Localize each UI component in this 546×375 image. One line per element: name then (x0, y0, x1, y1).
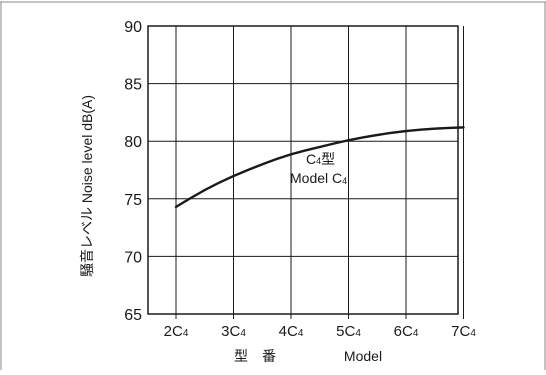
y-axis-label: 騒音レベル Noise level dB(A) (79, 95, 95, 277)
plot-frame (147, 25, 459, 315)
x-axis-label-en: Model (344, 348, 382, 364)
x-tick-label: 3C4 (221, 323, 246, 340)
x-tick-label: 6C4 (394, 323, 419, 340)
grid (148, 25, 464, 315)
curve-annotation-line2: Model C4 (290, 170, 347, 186)
x-tick-label: 4C4 (279, 323, 304, 340)
y-tick-label: 65 (124, 307, 142, 324)
series-layer (174, 126, 465, 209)
x-axis-label-jp: 型 番 (234, 348, 276, 364)
x-tick-label: 2C4 (164, 323, 189, 340)
x-tick-label: 7C4 (451, 323, 476, 340)
y-tick-label: 90 (124, 19, 142, 36)
y-tick-label: 75 (124, 192, 142, 209)
x-tick-label: 5C4 (336, 323, 361, 340)
series-line (174, 126, 465, 209)
y-tick-label: 85 (124, 77, 142, 94)
curve-annotation-line1: C4型 (306, 151, 335, 167)
y-tick-label: 70 (124, 249, 142, 266)
axes: 65 70 75 80 85 90 2C4 3C4 4C4 5C4 6C4 7C4 (124, 19, 476, 340)
y-tick-label: 80 (124, 134, 142, 151)
